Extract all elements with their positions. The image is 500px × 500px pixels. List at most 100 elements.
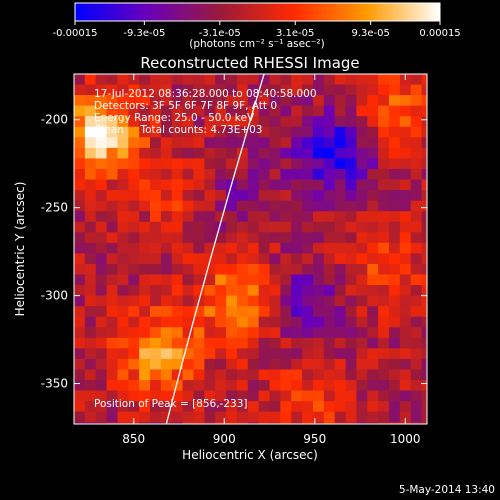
heatmap-cell	[323, 390, 336, 402]
heatmap-cell	[150, 126, 162, 138]
heatmap-cell	[269, 116, 281, 128]
heatmap-cell	[291, 105, 303, 117]
heatmap-cell	[345, 190, 357, 202]
heatmap-cell	[150, 200, 162, 212]
heatmap-cell	[226, 116, 238, 128]
heatmap-cell	[247, 316, 260, 328]
heatmap-cell	[171, 390, 184, 402]
heatmap-cell	[269, 327, 281, 339]
heatmap-cell	[160, 221, 173, 233]
heatmap-cell	[388, 358, 401, 371]
heatmap-cell	[388, 390, 401, 402]
heatmap-cell	[269, 411, 281, 423]
heatmap-cell	[356, 126, 368, 138]
heatmap-cell	[378, 380, 390, 392]
heatmap-cell	[95, 390, 108, 402]
heatmap-cell	[388, 74, 401, 86]
heatmap-cell	[236, 401, 249, 413]
heatmap-cell	[421, 211, 427, 223]
heatmap-cell	[204, 168, 216, 181]
heatmap-cell	[95, 105, 108, 117]
heatmap-cell	[74, 190, 86, 202]
heatmap-cell	[117, 190, 129, 202]
heatmap-cell	[410, 105, 423, 117]
heatmap-cell	[226, 200, 238, 212]
heatmap-cell	[74, 168, 86, 181]
heatmap-cell	[95, 369, 108, 381]
heatmap-cell	[302, 95, 314, 107]
heatmap-cell	[280, 358, 292, 371]
heatmap-cell	[117, 211, 129, 223]
heatmap-cell	[399, 316, 412, 328]
heatmap-cell	[421, 126, 427, 138]
heatmap-cell	[171, 179, 184, 191]
heatmap-cell	[160, 242, 173, 254]
heatmap-cell	[291, 285, 303, 297]
heatmap-cell	[150, 337, 162, 349]
heatmap-cell	[312, 84, 325, 96]
heatmap-cell	[280, 168, 292, 181]
heatmap-cell	[95, 306, 108, 318]
heatmap-cell	[106, 190, 119, 202]
heatmap-cell	[258, 422, 271, 424]
heatmap-cell	[302, 263, 314, 276]
heatmap-cell	[258, 200, 271, 212]
heatmap-cell	[367, 401, 379, 413]
heatmap-cell	[247, 147, 260, 160]
heatmap-cell	[247, 285, 260, 297]
heatmap-cell	[171, 147, 184, 160]
heatmap-cell	[139, 211, 151, 223]
heatmap-cell	[247, 158, 260, 170]
heatmap-cell	[312, 274, 325, 286]
heatmap-cell	[367, 380, 379, 392]
heatmap-cell	[356, 390, 368, 402]
heatmap-cell	[171, 200, 184, 212]
heatmap-cell	[334, 327, 347, 339]
heatmap-cell	[378, 200, 390, 212]
heatmap-cell	[367, 337, 379, 349]
heatmap-cell	[269, 285, 281, 297]
heatmap-cell	[117, 285, 129, 297]
heatmap-cell	[193, 390, 205, 402]
heatmap-cell	[291, 232, 303, 244]
heatmap-cell	[356, 74, 368, 86]
heatmap-cell	[139, 242, 151, 254]
heatmap-cell	[171, 337, 184, 349]
heatmap-cell	[410, 84, 423, 96]
heatmap-cell	[323, 380, 336, 392]
heatmap-cell	[312, 242, 325, 254]
heatmap-cell	[215, 358, 227, 371]
heatmap-cell	[106, 168, 119, 181]
heatmap-cell	[291, 116, 303, 128]
heatmap-cell	[128, 179, 140, 191]
heatmap-cell	[84, 263, 97, 276]
heatmap-cell	[182, 211, 195, 223]
heatmap-cell	[323, 211, 336, 223]
heatmap-cell	[95, 190, 108, 202]
heatmap-cell	[95, 327, 108, 339]
heatmap-cell	[323, 116, 336, 128]
heatmap-cell	[378, 253, 390, 265]
heatmap-cell	[399, 105, 412, 117]
heatmap-cell	[345, 411, 357, 423]
annotation-time: 17-Jul-2012 08:36:28.000 to 08:40:58.000	[94, 88, 317, 100]
heatmap-cell	[215, 116, 227, 128]
heatmap-cell	[378, 327, 390, 339]
heatmap-cell	[226, 137, 238, 149]
heatmap-cell	[128, 158, 140, 170]
heatmap-cell	[150, 84, 162, 96]
heatmap-cell	[345, 369, 357, 381]
heatmap-cell	[280, 390, 292, 402]
heatmap-cell	[236, 295, 249, 307]
heatmap-cell	[160, 358, 173, 371]
heatmap-cell	[150, 274, 162, 286]
heatmap-cell	[334, 105, 347, 117]
heatmap-cell	[302, 422, 314, 424]
heatmap-cell	[84, 316, 97, 328]
heatmap-cell	[139, 337, 151, 349]
heatmap-cell	[302, 116, 314, 128]
heatmap-cell	[226, 285, 238, 297]
heatmap-cell	[323, 74, 336, 86]
heatmap-cell	[95, 295, 108, 307]
heatmap-cell	[182, 232, 195, 244]
